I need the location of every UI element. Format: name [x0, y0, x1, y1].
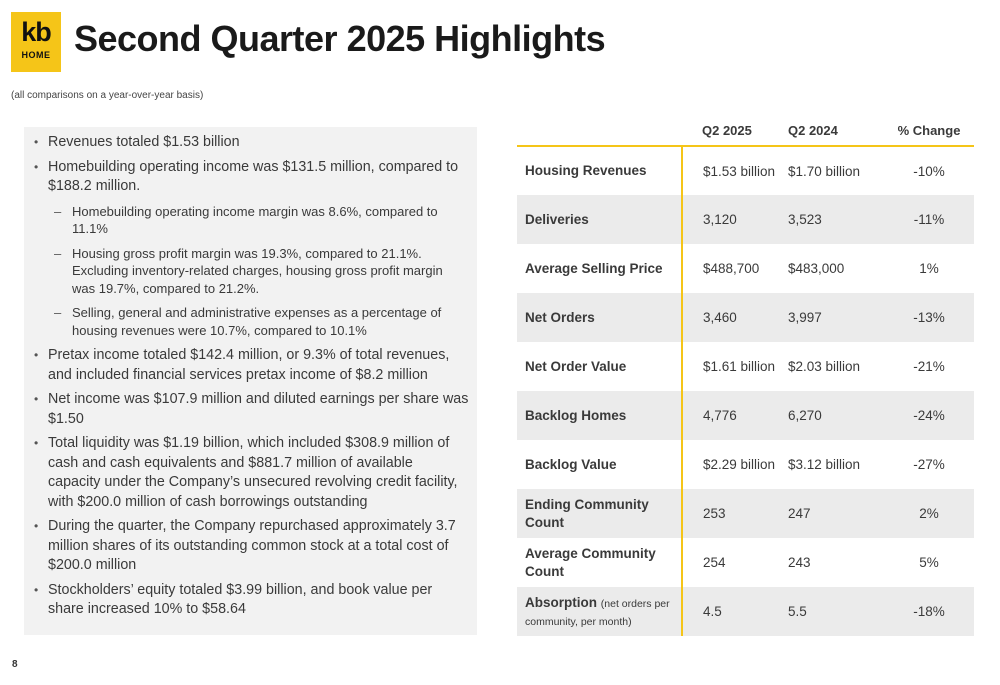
value-q2-2024: 3,523: [784, 195, 884, 244]
table-row: Average Selling Price $488,700 $483,000 1%: [517, 244, 974, 293]
metric-name: Housing Revenues: [525, 163, 647, 178]
metric-name: Net Orders: [525, 309, 595, 325]
table-row: Housing Revenues $1.53 billion $1.70 billi…: [517, 146, 974, 195]
value-q2-2025: 3,460: [682, 293, 784, 342]
metrics-table: Q2 2025 Q2 2024 % Change Housing Revenue…: [517, 115, 974, 636]
value-q2-2025: 4.5: [682, 587, 784, 636]
page-number: 8: [12, 659, 18, 670]
highlight-text: Homebuilding operating income was $131.5…: [48, 158, 459, 195]
metric-label: Backlog Homes: [517, 391, 683, 440]
kb-home-logo: kb HOME: [11, 12, 61, 72]
value-q2-2025: $1.53 billion: [703, 163, 776, 179]
metric-name: Absorption: [525, 594, 597, 610]
highlight-text: During the quarter, the Company repurcha…: [48, 518, 456, 573]
table-row: Absorption (net orders per community, pe…: [517, 587, 974, 636]
metric-label: Net Orders: [517, 293, 683, 342]
highlight-bullet: Revenues totaled $1.53 billion: [34, 133, 469, 153]
metric-name: Backlog Value: [525, 456, 617, 472]
page-title: Second Quarter 2025 Highlights: [74, 18, 606, 59]
highlight-sub-bullet: Selling, general and administrative expe…: [48, 304, 469, 339]
value-q2-2024: 6,270: [784, 391, 884, 440]
logo-home-text: HOME: [21, 50, 51, 60]
highlight-sub-bullet: Housing gross profit margin was 19.3%, c…: [48, 245, 469, 298]
highlight-text: Total liquidity was $1.19 billion, which…: [48, 435, 458, 510]
table-header-row: Q2 2025 Q2 2024 % Change: [517, 115, 974, 147]
header-pct-change: % Change: [884, 115, 974, 147]
metric-name: Ending Community Count: [525, 496, 649, 530]
value-pct-change: 1%: [919, 261, 939, 276]
highlight-sub-bullet: Homebuilding operating income margin was…: [48, 203, 469, 238]
metric-label: Net Order Value: [517, 342, 683, 391]
value-q2-2024: 243: [788, 555, 811, 570]
metrics-table-container: Q2 2025 Q2 2024 % Change Housing Revenue…: [517, 115, 974, 636]
metric-label: Absorption (net orders per community, pe…: [517, 587, 683, 636]
highlight-text: Pretax income totaled $142.4 million, or…: [48, 347, 450, 383]
highlight-text: Revenues totaled $1.53 billion: [48, 134, 240, 150]
value-q2-2025: 254: [703, 555, 726, 570]
table-row: Ending Community Count 253 247 2%: [517, 489, 974, 538]
highlight-text: Net income was $107.9 million and dilute…: [48, 391, 469, 427]
table-row: Net Orders 3,460 3,997 -13%: [517, 293, 974, 342]
metric-label: Backlog Value: [517, 440, 683, 489]
metric-name: Average Community Count: [525, 545, 656, 579]
page-subtitle: (all comparisons on a year-over-year bas…: [11, 90, 204, 101]
metric-name: Deliveries: [525, 211, 589, 227]
table-row: Backlog Value $2.29 billion $3.12 billion -…: [517, 440, 974, 489]
highlight-bullet: Total liquidity was $1.19 billion, which…: [34, 434, 469, 512]
header-metric: [517, 115, 682, 147]
table-row: Deliveries 3,120 3,523 -11%: [517, 195, 974, 244]
metrics-table-body: Housing Revenues $1.53 billion $1.70 billi…: [517, 146, 974, 636]
highlights-list: Revenues totaled $1.53 billion Homebuildi…: [34, 133, 469, 625]
value-pct-change: -11%: [884, 195, 974, 244]
value-pct-change: -13%: [884, 293, 974, 342]
value-pct-change: -24%: [884, 391, 974, 440]
metric-label: Housing Revenues: [517, 146, 683, 195]
value-q2-2024: $483,000: [788, 261, 845, 276]
metric-label: Ending Community Count: [517, 489, 683, 538]
value-q2-2024: 5.5: [784, 587, 884, 636]
highlight-text: Stockholders’ equity totaled $3.99 billi…: [48, 581, 433, 618]
value-q2-2024: $1.70 billion: [788, 163, 861, 179]
highlight-bullet: Stockholders’ equity totaled $3.99 billi…: [34, 581, 469, 620]
highlight-bullet: Pretax income totaled $142.4 million, or…: [34, 346, 469, 385]
logo-kb-text: kb: [21, 17, 52, 47]
value-pct-change: -21%: [913, 359, 945, 374]
table-row: Net Order Value $1.61 billion $2.03 billio…: [517, 342, 974, 391]
value-q2-2024: 3,997: [784, 293, 884, 342]
table-row: Average Community Count 254 243 5%: [517, 538, 974, 587]
value-pct-change: 2%: [884, 489, 974, 538]
metric-name: Backlog Homes: [525, 407, 627, 423]
value-pct-change: -10%: [913, 163, 945, 179]
metric-name: Net Order Value: [525, 358, 627, 374]
value-q2-2025: $1.61 billion: [703, 359, 776, 374]
value-q2-2024: $2.03 billion: [788, 359, 861, 374]
highlight-bullet: During the quarter, the Company repurcha…: [34, 517, 469, 576]
value-q2-2025: 4,776: [682, 391, 784, 440]
value-q2-2025: 3,120: [682, 195, 784, 244]
metric-name: Average Selling Price: [525, 260, 663, 276]
metric-label: Average Selling Price: [517, 244, 683, 293]
value-q2-2024: 247: [784, 489, 884, 538]
metric-note: (net orders per community, per month): [525, 597, 670, 628]
highlight-bullet: Net income was $107.9 million and dilute…: [34, 390, 469, 429]
value-q2-2025: $2.29 billion: [703, 457, 776, 472]
value-pct-change: -27%: [913, 457, 945, 472]
metric-label: Average Community Count: [517, 538, 683, 587]
header-q2-2025: Q2 2025: [682, 115, 784, 147]
highlight-sublist: Homebuilding operating income margin was…: [48, 203, 469, 340]
highlights-panel: Revenues totaled $1.53 billion Homebuildi…: [24, 127, 477, 635]
value-q2-2025: $488,700: [703, 261, 760, 276]
highlight-bullet: Homebuilding operating income was $131.5…: [34, 158, 469, 340]
value-q2-2024: $3.12 billion: [788, 457, 861, 472]
header-q2-2024: Q2 2024: [784, 115, 884, 147]
table-row: Backlog Homes 4,776 6,270 -24%: [517, 391, 974, 440]
value-pct-change: 5%: [919, 555, 939, 570]
metric-label: Deliveries: [517, 195, 683, 244]
value-q2-2025: 253: [682, 489, 784, 538]
value-pct-change: -18%: [884, 587, 974, 636]
